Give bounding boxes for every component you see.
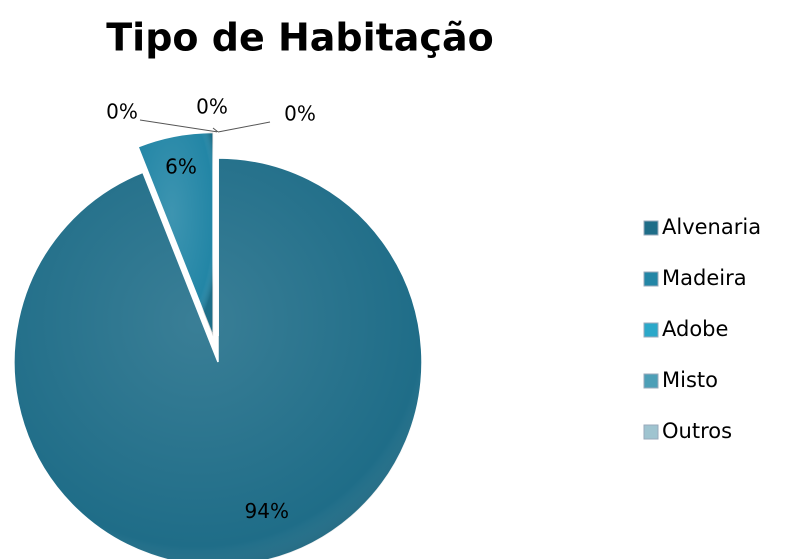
legend-label: Adobe xyxy=(662,317,728,341)
data-label: 94% xyxy=(245,499,289,523)
legend-label: Madeira xyxy=(662,266,747,290)
data-label: 0% xyxy=(284,102,316,126)
legend-swatch xyxy=(643,220,659,236)
legend-label: Outros xyxy=(662,419,732,443)
legend-swatch xyxy=(643,424,659,440)
legend-label: Misto xyxy=(662,368,718,392)
data-label: 0% xyxy=(106,100,138,124)
legend-swatch xyxy=(643,271,659,287)
leader-line xyxy=(212,127,219,133)
legend-swatch xyxy=(643,322,659,338)
leader-line xyxy=(217,121,271,133)
chart-title: Tipo de Habitação xyxy=(106,16,493,60)
leader-line xyxy=(139,119,219,133)
legend-swatch xyxy=(643,373,659,389)
legend-label: Alvenaria xyxy=(662,215,761,239)
data-label: 0% xyxy=(196,95,228,119)
data-label: 6% xyxy=(165,155,197,179)
